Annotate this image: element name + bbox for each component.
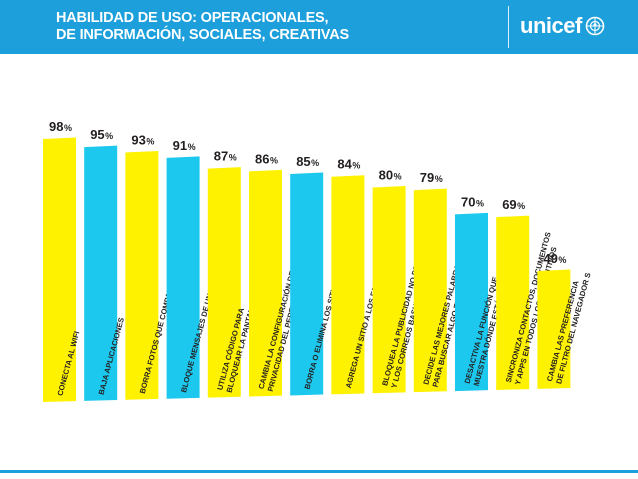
bar [43, 137, 76, 402]
value-percent: % [188, 142, 196, 152]
bar [125, 150, 159, 400]
value-number: 69 [502, 197, 516, 212]
title-line-1: HABILIDAD DE USO: OPERACIONALES, [56, 10, 329, 26]
header-divider [508, 6, 509, 48]
bar [249, 169, 282, 397]
bar [537, 269, 571, 389]
page-title: HABILIDAD DE USO: OPERACIONALES, DE INFO… [56, 10, 349, 44]
bar [290, 172, 324, 396]
value-percent: % [476, 198, 484, 208]
bar-group: 49%CAMBIA LAS PREFERENCIADE FILTRO DEL N… [537, 251, 593, 389]
bar [331, 175, 365, 395]
value-percent: % [311, 158, 319, 168]
value-label: 87% [214, 149, 237, 164]
value-percent: % [435, 174, 443, 184]
bar [372, 185, 406, 394]
value-number: 70 [461, 194, 475, 209]
value-percent: % [517, 201, 525, 211]
bar [166, 156, 200, 399]
bar [207, 167, 241, 398]
value-label: 98% [49, 119, 72, 134]
title-line-2: DE INFORMACIÓN, SOCIALES, CREATIVAS [56, 27, 349, 43]
value-number: 86 [255, 151, 269, 166]
value-label: 70% [461, 194, 484, 209]
value-number: 95 [90, 127, 104, 142]
value-label: 95% [90, 127, 113, 142]
value-label: 85% [296, 154, 319, 169]
logo-text: unicef [520, 13, 582, 38]
value-number: 87 [214, 149, 228, 164]
bar [496, 215, 530, 390]
bar-group: 98%CONECTA AL WIFI [43, 119, 81, 402]
value-label: 86% [255, 151, 278, 166]
value-percent: % [394, 171, 402, 181]
value-label: 80% [379, 167, 402, 182]
value-label: 79% [420, 170, 443, 185]
bar-group: 95%BAJA APLICACIONES [84, 127, 126, 401]
value-number: 91 [173, 138, 187, 153]
value-percent: % [270, 155, 278, 165]
value-percent: % [558, 255, 566, 265]
value-label: 69% [502, 197, 525, 212]
value-percent: % [105, 131, 113, 141]
value-number: 84 [337, 157, 352, 172]
value-number: 85 [296, 154, 310, 169]
value-percent: % [146, 136, 154, 146]
value-number: 49 [543, 251, 557, 266]
value-number: 93 [131, 132, 145, 147]
bottom-rule [0, 470, 638, 473]
value-number: 98 [49, 119, 63, 134]
value-label: 84% [337, 157, 360, 172]
unicef-emblem-icon [585, 16, 605, 36]
value-percent: % [229, 153, 237, 163]
bar [84, 145, 118, 401]
header-bar: HABILIDAD DE USO: OPERACIONALES, DE INFO… [0, 0, 638, 54]
value-label: 49% [543, 251, 566, 266]
bar [413, 188, 447, 393]
value-percent: % [64, 123, 72, 133]
value-label: 93% [131, 132, 154, 147]
value-percent: % [352, 161, 360, 171]
bar-group: 70%DESACTIVA LA FUNCIÓN QUEMUESTRA DÓNDE… [455, 194, 505, 392]
value-label: 91% [173, 138, 196, 153]
value-number: 80 [379, 167, 393, 182]
bar [455, 212, 488, 392]
unicef-logo: unicef [520, 13, 605, 39]
value-number: 79 [420, 170, 434, 185]
